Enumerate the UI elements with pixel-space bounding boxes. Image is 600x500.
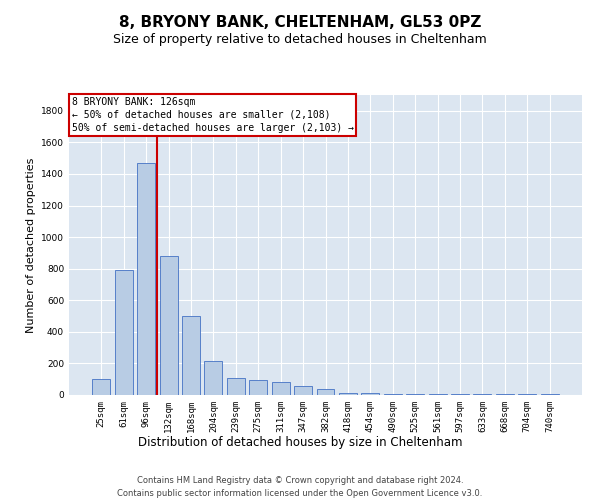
Bar [137, 163, 155, 395]
Bar [182, 316, 200, 395]
Bar [384, 394, 402, 395]
Text: Contains HM Land Registry data © Crown copyright and database right 2024.
Contai: Contains HM Land Registry data © Crown c… [118, 476, 482, 498]
Text: 8, BRYONY BANK, CHELTENHAM, GL53 0PZ: 8, BRYONY BANK, CHELTENHAM, GL53 0PZ [119, 15, 481, 30]
Bar [317, 388, 334, 395]
Text: Distribution of detached houses by size in Cheltenham: Distribution of detached houses by size … [138, 436, 462, 449]
Bar [272, 382, 290, 395]
Bar [428, 394, 446, 395]
Text: Size of property relative to detached houses in Cheltenham: Size of property relative to detached ho… [113, 32, 487, 46]
Bar [339, 394, 357, 395]
Bar [451, 394, 469, 395]
Text: 8 BRYONY BANK: 126sqm
← 50% of detached houses are smaller (2,108)
50% of semi-d: 8 BRYONY BANK: 126sqm ← 50% of detached … [71, 96, 353, 133]
Bar [205, 361, 223, 395]
Bar [518, 394, 536, 395]
Bar [496, 394, 514, 395]
Bar [115, 270, 133, 395]
Bar [160, 256, 178, 395]
Bar [361, 394, 379, 395]
Y-axis label: Number of detached properties: Number of detached properties [26, 158, 35, 332]
Bar [294, 386, 312, 395]
Bar [227, 378, 245, 395]
Bar [92, 379, 110, 395]
Bar [406, 394, 424, 395]
Bar [541, 394, 559, 395]
Bar [473, 394, 491, 395]
Bar [249, 380, 267, 395]
